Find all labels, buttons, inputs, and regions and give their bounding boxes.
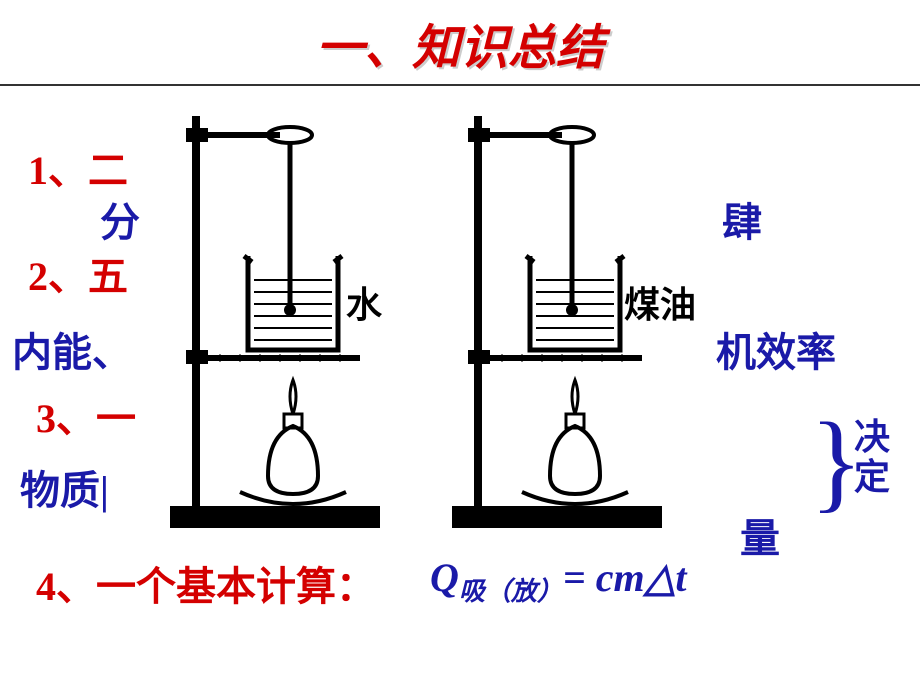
item-4-left: 物质| xyxy=(20,458,109,516)
apparatus-left-svg xyxy=(160,96,430,536)
formula-q: Q xyxy=(430,555,459,600)
item-1-fragment-a: 分 xyxy=(100,190,140,248)
item-1-head: 1、二 xyxy=(28,138,128,196)
content-area: 1、二 分 肆 2、五 内能、 机效率 3、一 物质| 量 } 决 定 4、一个… xyxy=(0,86,920,686)
brace-label: 决 定 xyxy=(854,418,890,497)
apparatus-left: 水 xyxy=(160,96,430,536)
item-3b-head: 3、一 xyxy=(36,386,136,444)
item-2-head: 2、五 xyxy=(28,244,128,302)
formula-eq: = cm△t xyxy=(563,555,687,600)
item-1-fragment-b: 肆 xyxy=(722,190,762,248)
item-4-rightb: 量 xyxy=(740,506,780,564)
item-3-left: 内能、 xyxy=(12,320,132,378)
formula-sub: 吸（放） xyxy=(459,577,563,606)
page-title: 一、知识总结 xyxy=(0,0,920,78)
apparatus-left-label: 水 xyxy=(346,276,382,328)
apparatus-right: 煤油 xyxy=(442,96,712,536)
item-5-head: 4、一个基本计算： xyxy=(36,554,376,612)
apparatus-right-label: 煤油 xyxy=(624,276,696,328)
formula: Q吸（放）= cm△t xyxy=(430,554,686,608)
item-3-right: 机效率 xyxy=(716,320,836,378)
